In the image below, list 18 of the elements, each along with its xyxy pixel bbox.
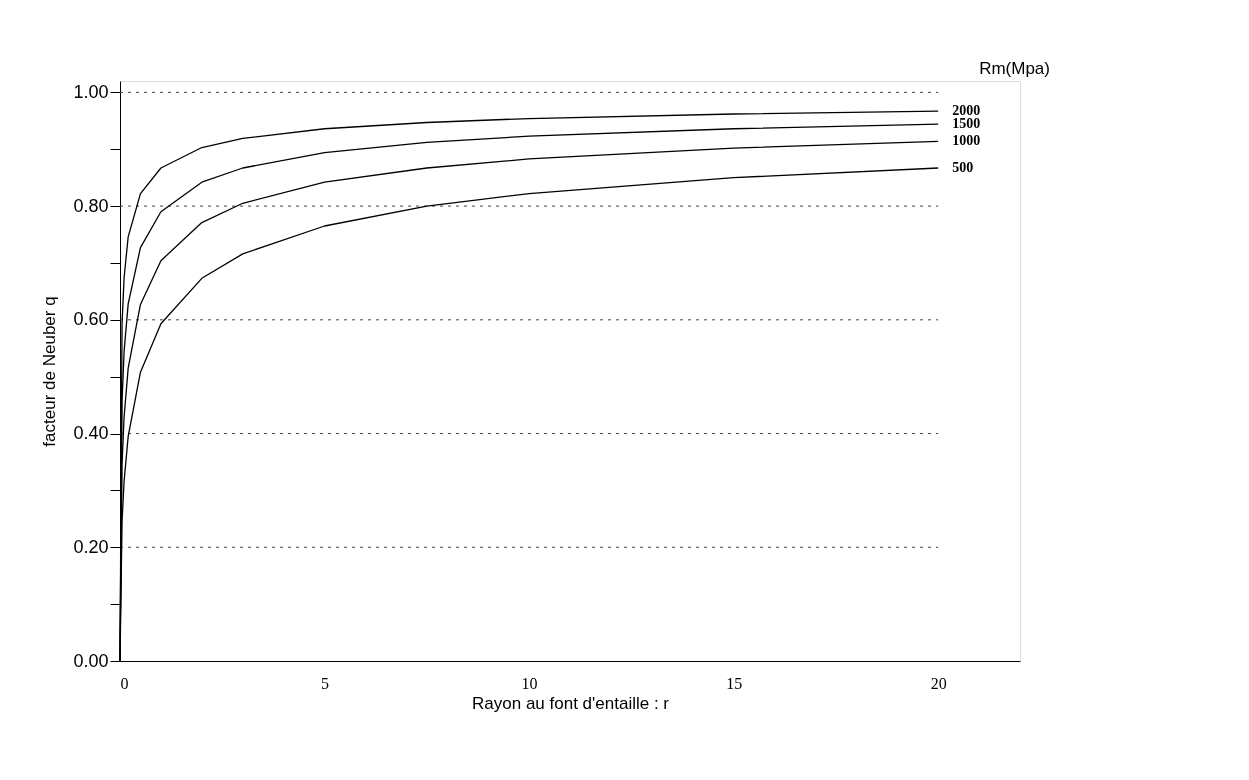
x-tick-label: 0: [120, 674, 129, 692]
x-tick-label: 10: [521, 674, 538, 692]
series-label: 1500: [952, 116, 981, 132]
y-tick-label: 0.00: [73, 650, 109, 671]
x-axis-title: Rayon au font d'entaille : r: [472, 693, 670, 713]
series-label: 1000: [952, 133, 981, 149]
series-label: 500: [952, 160, 974, 175]
series-label: 2000: [952, 103, 981, 119]
y-tick-label: 1.00: [73, 81, 109, 102]
y-tick-label: 0.60: [73, 309, 109, 330]
y-tick-label: 0.80: [73, 195, 109, 216]
y-tick-label: 0.40: [73, 423, 109, 444]
x-tick-label: 15: [726, 674, 743, 692]
x-tick-label: 20: [930, 674, 947, 692]
y-axis-title: facteur de Neuber q: [40, 296, 60, 447]
x-tick-label: 5: [321, 674, 330, 692]
legend-title: Rm(Mpa): [979, 59, 1050, 78]
y-tick-label: 0.20: [73, 536, 109, 557]
